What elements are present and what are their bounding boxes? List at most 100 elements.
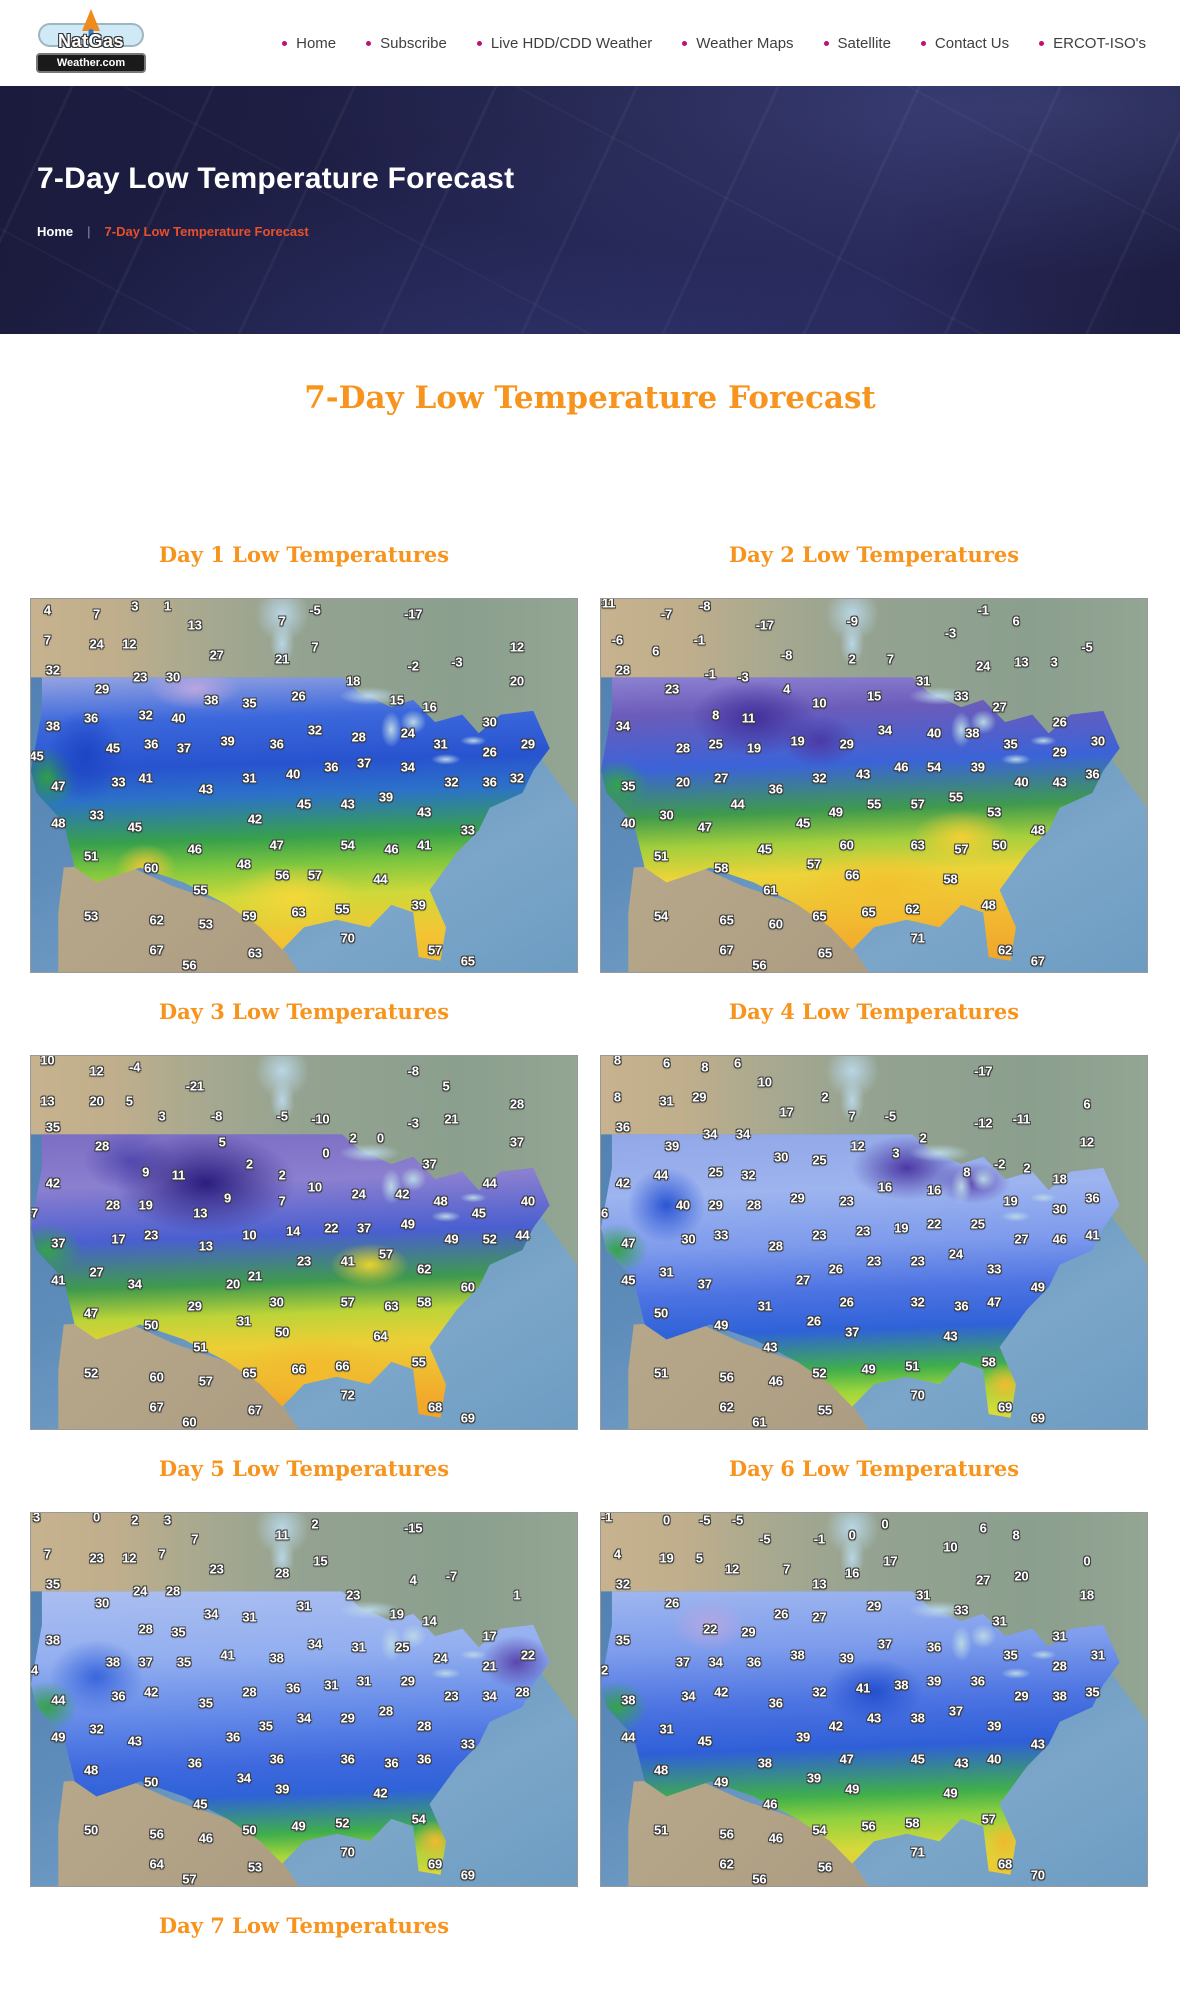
temperature-value: -6 [611, 632, 623, 648]
temperature-value: 66 [845, 867, 860, 883]
temperature-value: 3 [32, 1512, 40, 1525]
temperature-value: 6 [663, 1055, 671, 1071]
temperature-value: 57 [198, 1373, 213, 1388]
temperature-value: 2 [311, 1516, 319, 1532]
temperature-value: 67 [247, 1402, 262, 1418]
temperature-value: 18 [346, 673, 361, 689]
nav-item-ercot-isos[interactable]: ERCOT-ISO's [1039, 35, 1146, 52]
temperature-value: 50 [144, 1317, 159, 1333]
temperature-value: 32 [812, 1684, 827, 1700]
map-temperature-labels: 3 0 2 3 7 7 23 12 7 23 11 28 2 15 -15 4 -7 35 30 24 28 34 31 31… [31, 1513, 577, 1886]
temperature-value: 37 [422, 1156, 437, 1172]
temperature-value: 36 [1085, 766, 1100, 782]
temperature-value: 34 [127, 1276, 142, 1292]
temperature-value: 31 [242, 770, 257, 786]
temperature-value: 32 [45, 662, 60, 678]
temperature-value: -5 [731, 1512, 744, 1528]
temperature-value: 71 [910, 1844, 925, 1860]
temperature-value: 38 [757, 1755, 772, 1771]
temperature-value: 56 [719, 1826, 734, 1842]
temperature-value: 31 [916, 1587, 931, 1603]
temperature-value: 2 [1023, 1160, 1031, 1176]
temperature-value: 0 [663, 1512, 671, 1528]
temperature-value: 44 [515, 1227, 530, 1243]
temperature-value: 22 [324, 1220, 339, 1236]
temperature-value: 31 [324, 1677, 339, 1693]
temperature-value: 3 [892, 1145, 900, 1161]
temperature-value: 51 [654, 1822, 669, 1838]
temperature-value: 31 [296, 1598, 312, 1614]
temperature-value: 19 [790, 733, 805, 749]
temperature-value: 25 [812, 1152, 827, 1168]
temperature-value: 57 [981, 1811, 996, 1827]
temperature-value: 13 [198, 1238, 213, 1254]
temperature-value: 45 [193, 1796, 208, 1812]
temperature-value: 70 [910, 1387, 925, 1403]
temperature-value: 26 [291, 688, 306, 704]
temperature-value: 53 [198, 916, 213, 931]
temperature-value: 60 [768, 916, 783, 931]
temperature-value: 25 [970, 1216, 985, 1232]
temperature-value: 39 [411, 897, 426, 913]
day-3-section: Day 3 Low Temperatures 10 12 -4 -21 13 20 5 3 -8… [30, 999, 578, 1430]
temperature-value: 28 [94, 1138, 109, 1154]
temperature-value: 23 [664, 681, 679, 697]
temperature-value: 6 [652, 643, 660, 659]
temperature-value: 26 [1052, 714, 1067, 730]
temperature-value: 29 [866, 1598, 882, 1614]
temperature-value: 23 [209, 1561, 224, 1577]
temperature-value: 23 [866, 1253, 882, 1269]
temperature-value: 35 [45, 1119, 60, 1135]
temperature-value: 43 [856, 766, 871, 782]
temperature-value: 28 [138, 1621, 153, 1637]
temperature-value: 27 [209, 647, 224, 663]
nav-item-home[interactable]: Home [282, 35, 336, 52]
temperature-value: 60 [149, 1369, 164, 1385]
temperature-value: 43 [954, 1755, 969, 1771]
nav-item-subscribe[interactable]: Subscribe [366, 35, 447, 52]
day-3-temperature-map: 10 12 -4 -21 13 20 5 3 -8 -5 -10 -8 5 -3 21 28 35 28 5 2 0 2 0… [30, 1055, 578, 1430]
nav-item-satellite[interactable]: Satellite [824, 35, 891, 52]
temperature-value: 35 [1003, 736, 1018, 752]
temperature-value: 41 [1085, 1227, 1100, 1243]
temperature-value: 39 [664, 1138, 679, 1154]
temperature-value: 34 [307, 1636, 322, 1652]
temperature-value: 50 [992, 837, 1007, 853]
temperature-value: 32 [509, 770, 524, 786]
temperature-value: 23 [444, 1688, 459, 1704]
map-temperature-labels: 8 6 8 6 10 8 31 29 17 2 7 -5 -17 -12 -11 6 36 39 34 34 30 25 1… [601, 1056, 1147, 1429]
temperature-value: 55 [948, 789, 963, 805]
temperature-value: 40 [675, 1197, 690, 1213]
temperature-value: 45 [296, 796, 312, 812]
temperature-value: 3 [158, 1108, 166, 1124]
temperature-value: 31 [659, 1264, 674, 1280]
temperature-value: 14 [422, 1613, 437, 1629]
temperature-value: 24 [433, 1650, 448, 1666]
temperature-value: -9 [846, 613, 858, 629]
temperature-value: -1 [977, 602, 989, 618]
temperature-value: 4 [409, 1572, 417, 1588]
site-logo[interactable]: NatGas Weather.com [36, 9, 146, 73]
temperature-value: 63 [291, 904, 306, 920]
temperature-value: 40 [927, 725, 942, 741]
temperature-value: 28 [515, 1684, 530, 1700]
temperature-value: 23 [839, 1193, 854, 1209]
nav-item-live-hdd-cdd-weather[interactable]: Live HDD/CDD Weather [477, 35, 652, 52]
breadcrumb-home-link[interactable]: Home [37, 224, 74, 239]
temperature-value: 64 [149, 1856, 164, 1872]
temperature-value: 18 [1079, 1587, 1094, 1603]
temperature-value: 12 [725, 1561, 740, 1577]
temperature-value: 62 [719, 1856, 734, 1872]
temperature-value: 42 [395, 1186, 410, 1202]
temperature-value: 39 [806, 1770, 821, 1786]
nav-item-contact-us[interactable]: Contact Us [921, 35, 1009, 52]
temperature-value: -2 [407, 658, 419, 674]
temperature-value: 49 [943, 1785, 958, 1801]
temperature-value: 8 [701, 1059, 709, 1075]
temperature-value: 16 [877, 1179, 892, 1195]
nav-item-weather-maps[interactable]: Weather Maps [682, 35, 793, 52]
temperature-value: 45 [795, 815, 811, 831]
temperature-value: 34 [735, 1126, 750, 1142]
temperature-value: 25 [708, 1164, 723, 1180]
temperature-value: 2 [131, 1512, 139, 1528]
